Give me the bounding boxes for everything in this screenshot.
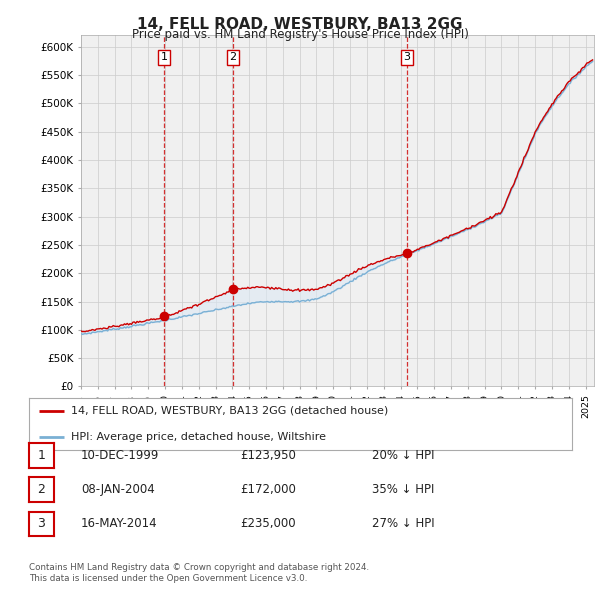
Text: 27% ↓ HPI: 27% ↓ HPI [372,517,434,530]
Text: 2: 2 [37,483,46,496]
Text: Contains HM Land Registry data © Crown copyright and database right 2024.: Contains HM Land Registry data © Crown c… [29,563,369,572]
Text: 2: 2 [229,53,236,63]
Text: 10-DEC-1999: 10-DEC-1999 [81,449,160,462]
Text: 14, FELL ROAD, WESTBURY, BA13 2GG (detached house): 14, FELL ROAD, WESTBURY, BA13 2GG (detac… [71,406,388,415]
Text: This data is licensed under the Open Government Licence v3.0.: This data is licensed under the Open Gov… [29,573,307,583]
Text: 1: 1 [37,449,46,462]
Text: £235,000: £235,000 [240,517,296,530]
Text: 08-JAN-2004: 08-JAN-2004 [81,483,155,496]
Text: HPI: Average price, detached house, Wiltshire: HPI: Average price, detached house, Wilt… [71,432,326,441]
Text: 20% ↓ HPI: 20% ↓ HPI [372,449,434,462]
Text: Price paid vs. HM Land Registry's House Price Index (HPI): Price paid vs. HM Land Registry's House … [131,28,469,41]
Text: 14, FELL ROAD, WESTBURY, BA13 2GG: 14, FELL ROAD, WESTBURY, BA13 2GG [137,17,463,31]
Text: 1: 1 [161,53,167,63]
Text: 3: 3 [37,517,46,530]
Text: £123,950: £123,950 [240,449,296,462]
Text: 3: 3 [403,53,410,63]
Text: 35% ↓ HPI: 35% ↓ HPI [372,483,434,496]
Text: 16-MAY-2014: 16-MAY-2014 [81,517,158,530]
Text: £172,000: £172,000 [240,483,296,496]
